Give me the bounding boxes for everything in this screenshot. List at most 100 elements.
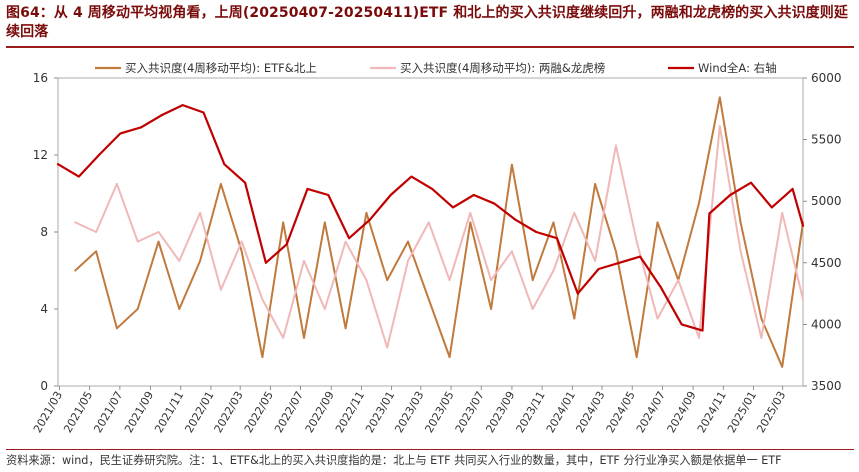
data-point [698, 337, 700, 339]
legend: 买入共识度(4周移动平均): ETF&北上 买入共识度(4周移动平均): 两融&龙… [95, 61, 777, 75]
data-point [490, 279, 492, 281]
data-point [282, 221, 285, 224]
data-point [472, 194, 475, 196]
x-tick-label: 2023/09 [483, 389, 517, 435]
data-point [199, 211, 202, 214]
data-point [718, 96, 721, 99]
data-point [448, 356, 451, 358]
data-point [635, 356, 638, 358]
data-point [552, 269, 555, 272]
data-point [427, 221, 430, 224]
data-point [729, 194, 732, 196]
x-tick-label: 2024/05 [604, 389, 638, 435]
data-point [265, 261, 267, 264]
data-point [306, 188, 309, 190]
data-point [282, 337, 285, 339]
data-point [410, 175, 413, 178]
chart-title: 图64：从 4 周移动平均视角看，上周(20250407-20250411)ET… [6, 5, 848, 40]
x-tick-label: 2025/03 [754, 389, 788, 435]
y-left-tick-label: 12 [33, 148, 48, 162]
x-tick-label: 2023/03 [392, 389, 426, 435]
data-point [240, 240, 243, 243]
data-point [303, 337, 305, 339]
x-tick-label: 2021/11 [152, 389, 186, 435]
data-point [181, 104, 184, 106]
x-tick-label: 2021/05 [61, 389, 95, 435]
data-point [157, 231, 160, 233]
data-point [514, 218, 517, 221]
data-point [791, 188, 794, 190]
data-point [760, 317, 763, 320]
data-point [119, 132, 122, 135]
data-point [448, 279, 451, 281]
y-left-tick-label: 8 [40, 225, 48, 239]
data-point [157, 240, 160, 243]
series-line-3 [56, 103, 805, 332]
x-tick-label: 2022/05 [242, 389, 276, 435]
data-point [698, 202, 700, 205]
data-point [452, 206, 454, 209]
data-point [656, 221, 659, 224]
data-point [327, 194, 330, 196]
y-right-tick-label: 5000 [811, 194, 842, 208]
y-left-tick-label: 0 [40, 379, 48, 393]
data-point [136, 308, 139, 310]
data-point [531, 308, 534, 310]
x-tick-label: 2024/11 [695, 389, 729, 435]
data-point [178, 260, 181, 262]
footnote-rule [6, 449, 854, 450]
data-point [615, 144, 617, 147]
data-point [552, 221, 555, 224]
data-point [140, 126, 143, 129]
x-tick-label: 2023/07 [453, 389, 487, 435]
data-point [136, 240, 139, 243]
x-tick-label: 2024/03 [574, 389, 608, 435]
data-point [677, 279, 680, 281]
data-point [386, 346, 389, 349]
data-point [594, 260, 596, 262]
data-point [618, 261, 621, 264]
data-point [781, 211, 784, 214]
x-tick-label: 2022/07 [272, 389, 306, 435]
x-tick-label: 2024/09 [665, 389, 699, 435]
y-right-tick-label: 5500 [811, 133, 842, 147]
data-point [639, 255, 641, 258]
data-point [750, 181, 752, 184]
data-point [323, 221, 326, 224]
data-point [178, 308, 181, 310]
x-tick-label: 2021/03 [31, 389, 65, 435]
data-point [303, 260, 305, 262]
data-point [573, 211, 576, 214]
data-point [161, 114, 163, 116]
data-point [244, 181, 247, 184]
data-point [261, 298, 264, 301]
legend-label-1: 买入共识度(4周移动平均): ETF&北上 [125, 61, 317, 75]
data-point [635, 240, 638, 243]
data-point [594, 183, 596, 185]
x-tick-label: 2022/09 [303, 389, 337, 435]
data-point [770, 206, 773, 209]
data-point [95, 231, 97, 233]
data-point [490, 308, 492, 310]
series-line-2 [74, 125, 804, 349]
data-point [718, 125, 721, 127]
data-point [469, 221, 472, 224]
data-point [116, 183, 118, 185]
data-point [240, 250, 243, 253]
data-point [615, 250, 617, 253]
data-point [802, 298, 804, 301]
data-point [365, 279, 368, 281]
data-point [95, 250, 97, 253]
data-point [656, 317, 659, 320]
data-point [802, 224, 804, 227]
data-point [199, 260, 202, 262]
footnote: 资料来源：wind，民生证券研究院。注：1、ETF&北上的买入共识度指的是：北上… [6, 454, 782, 467]
x-tick-label: 2022/11 [333, 389, 367, 435]
data-point [431, 188, 434, 190]
y-right-tick-label: 4500 [811, 256, 842, 270]
x-tick-label: 2021/07 [91, 389, 125, 435]
data-point [511, 163, 513, 166]
data-point [760, 337, 763, 339]
series-line-1 [74, 96, 804, 368]
